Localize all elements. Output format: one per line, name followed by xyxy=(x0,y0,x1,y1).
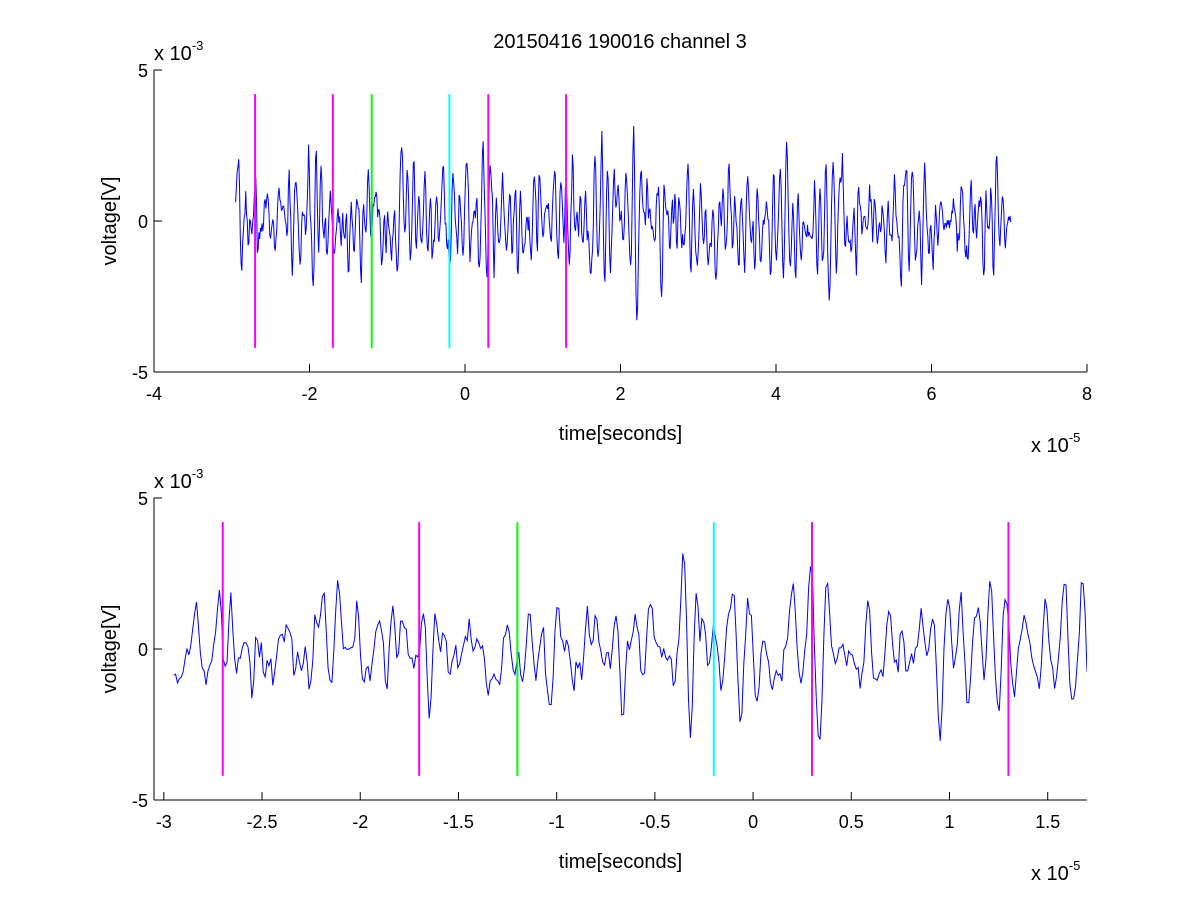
x-tick-label: 1 xyxy=(944,812,954,832)
y-exponent-label: x 10-3 xyxy=(154,38,203,65)
x-tick-label: -2 xyxy=(301,384,317,404)
x-tick-label: 0 xyxy=(460,384,470,404)
x-tick-label: 1.5 xyxy=(1035,812,1060,832)
signal-series-line xyxy=(173,553,1087,741)
x-tick-label: 0 xyxy=(748,812,758,832)
x-tick-label: -0.5 xyxy=(639,812,670,832)
x-axis-label: time[seconds] xyxy=(559,851,682,873)
y-exponent-power: -3 xyxy=(192,466,204,481)
x-tick-label: -2 xyxy=(352,812,368,832)
x-tick-label: -2.5 xyxy=(247,812,278,832)
y-tick-label: 5 xyxy=(138,489,148,509)
plot-area xyxy=(173,522,1087,776)
x-tick-label: -1 xyxy=(549,812,565,832)
x-tick-label: -3 xyxy=(156,812,172,832)
y-exponent-power: -3 xyxy=(192,38,204,53)
plot-area xyxy=(235,94,1012,348)
y-tick-label: -5 xyxy=(132,363,148,383)
x-tick-label: -4 xyxy=(146,384,162,404)
x-axis-label: time[seconds] xyxy=(559,423,682,445)
x-exponent-power: -5 xyxy=(1069,430,1081,445)
x-tick-label: 6 xyxy=(926,384,936,404)
x-tick-label: 0.5 xyxy=(839,812,864,832)
x-tick-label: 2 xyxy=(615,384,625,404)
y-tick-label: -5 xyxy=(132,791,148,811)
x-exponent-power: -5 xyxy=(1069,858,1081,873)
x-tick-label: -1.5 xyxy=(443,812,474,832)
y-tick-label: 5 xyxy=(138,61,148,81)
y-exponent-label: x 10-3 xyxy=(154,466,203,493)
x-tick-label: 4 xyxy=(771,384,781,404)
y-axis-label: voltage[V] xyxy=(99,605,121,694)
figure-title: 20150416 190016 channel 3 xyxy=(493,31,747,53)
x-tick-label: 8 xyxy=(1082,384,1092,404)
y-tick-label: 0 xyxy=(138,212,148,232)
signal-series-line xyxy=(235,126,1012,321)
y-tick-label: 0 xyxy=(138,640,148,660)
y-axis-label: voltage[V] xyxy=(99,177,121,266)
